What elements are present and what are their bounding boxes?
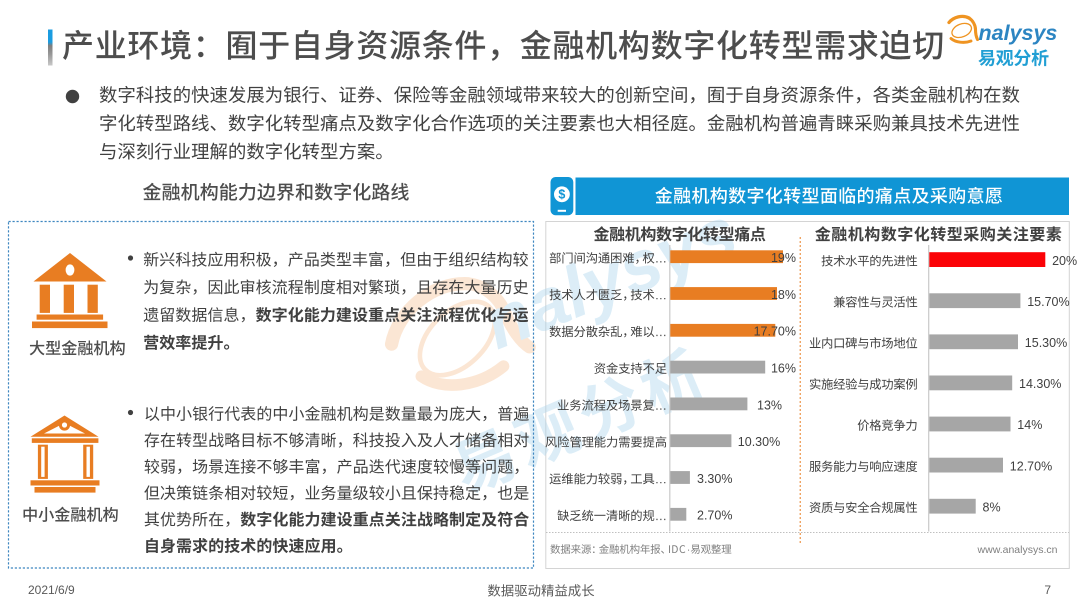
svg-text:10.30%: 10.30% [738,435,780,449]
svg-text:$: $ [558,188,565,202]
svg-text:2021/6/9: 2021/6/9 [28,583,75,597]
svg-text:2.70%: 2.70% [697,509,732,523]
svg-text:19%: 19% [771,251,796,265]
svg-text:14%: 14% [1017,418,1042,432]
svg-text:8%: 8% [983,500,1001,514]
svg-text:12.70%: 12.70% [1010,459,1052,473]
svg-text:13%: 13% [757,398,782,412]
svg-text:www.analysys.cn: www.analysys.cn [977,544,1058,556]
svg-text:15.70%: 15.70% [1027,295,1069,309]
svg-text:14.30%: 14.30% [1019,377,1061,391]
svg-text:15.30%: 15.30% [1025,336,1067,350]
svg-text:3.30%: 3.30% [697,472,732,486]
svg-text:20%: 20% [1052,254,1077,268]
svg-text:18%: 18% [771,288,796,302]
svg-text:17.70%: 17.70% [754,325,796,339]
svg-text:7: 7 [1044,583,1051,597]
svg-text:16%: 16% [771,362,796,376]
svg-text:nalysys: nalysys [979,21,1058,45]
